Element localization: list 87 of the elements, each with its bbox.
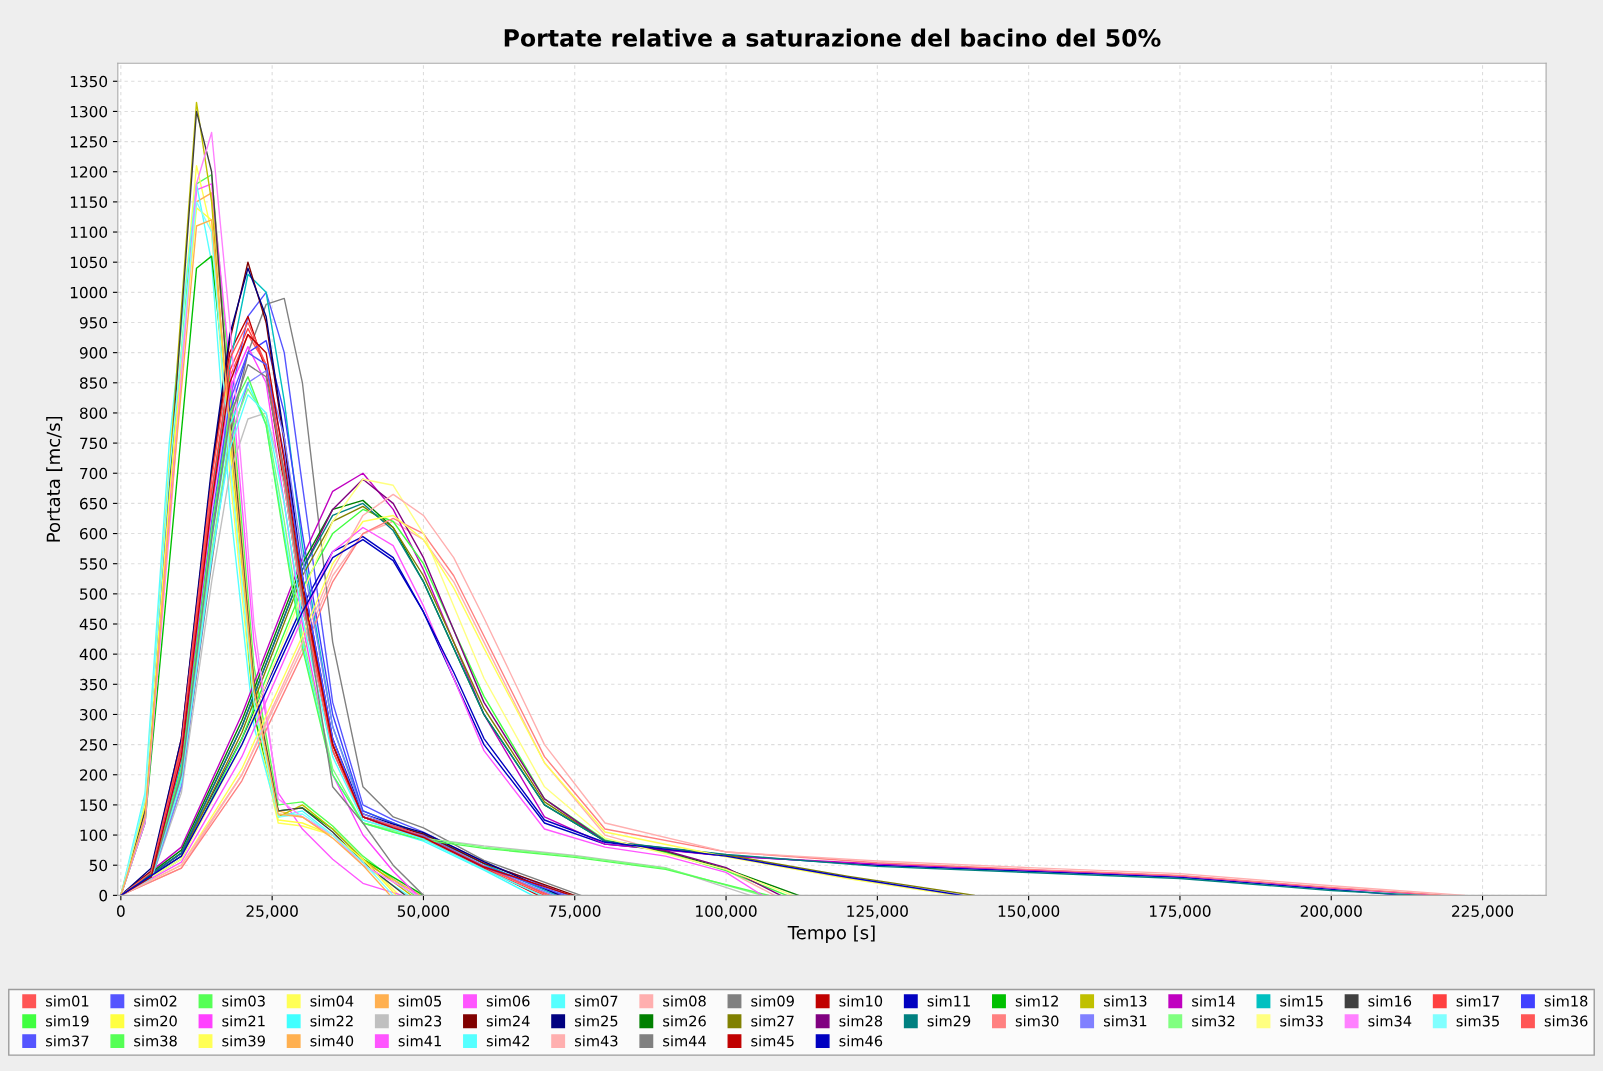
legend-label: sim09 (751, 995, 794, 1007)
y-tick-label: 900 (79, 347, 108, 359)
legend-label: sim08 (663, 995, 706, 1007)
x-tick-label: 225,000 (1452, 905, 1514, 919)
y-tick-label: 1050 (70, 256, 108, 269)
x-tick-label: 75,000 (549, 905, 601, 919)
legend-label: sim25 (575, 1015, 618, 1027)
y-axis-title: Portata [mc/s] (46, 416, 63, 542)
y-tick-label: 100 (80, 829, 108, 842)
y-tick-label: 950 (79, 316, 108, 329)
x-tick-label: 150,000 (998, 905, 1060, 919)
y-tick-label: 1100 (70, 226, 108, 239)
legend-label: sim06 (486, 995, 530, 1007)
x-tick-label: 200,000 (1300, 905, 1362, 919)
legend-label: sim10 (839, 995, 883, 1007)
y-tick-label: 850 (79, 377, 108, 389)
legend-label: sim43 (575, 1035, 618, 1047)
legend-label: sim07 (575, 995, 618, 1007)
legend-label: sim03 (222, 995, 265, 1007)
legend-label: sim15 (1280, 995, 1323, 1007)
legend-label: sim41 (398, 1035, 441, 1047)
legend-label: sim20 (134, 1015, 177, 1027)
y-tick-label: 550 (80, 558, 108, 570)
legend-label: sim33 (1280, 1015, 1323, 1027)
legend-label: sim38 (134, 1035, 177, 1047)
x-tick-label: 50,000 (397, 905, 450, 919)
x-tick-label: 25,000 (246, 905, 298, 919)
y-tick-label: 1150 (70, 196, 108, 208)
legend-label: sim37 (46, 1035, 89, 1047)
legend-label: sim39 (222, 1035, 265, 1047)
y-tick-label: 650 (80, 497, 108, 510)
y-tick-label: 200 (80, 769, 108, 781)
legend-label: sim46 (839, 1035, 883, 1047)
legend-label: sim11 (927, 995, 970, 1007)
y-tick-label: 500 (80, 588, 108, 600)
legend-label: sim27 (751, 1015, 794, 1027)
legend-label: sim29 (927, 1015, 971, 1027)
y-tick-label: 1000 (70, 286, 108, 299)
x-tick-label: 125,000 (847, 905, 908, 919)
legend-label: sim36 (1544, 1015, 1588, 1027)
legend-label: sim31 (1103, 1015, 1147, 1027)
legend-label: sim19 (46, 1015, 89, 1027)
legend-label: sim05 (398, 995, 442, 1007)
legend-label: sim16 (1368, 995, 1412, 1007)
legend-label: sim14 (1192, 995, 1235, 1007)
legend-label: sim35 (1456, 1015, 1499, 1027)
y-tick-label: 0 (99, 889, 108, 902)
legend-label: sim12 (1015, 995, 1058, 1007)
y-tick-label: 1200 (70, 166, 108, 178)
y-tick-label: 50 (89, 859, 108, 872)
y-tick-label: 1350 (70, 75, 108, 88)
x-axis-title: Tempo [s] (787, 925, 875, 943)
y-tick-label: 1250 (70, 136, 108, 148)
legend-label: sim01 (46, 995, 89, 1007)
legend-label: sim02 (134, 995, 177, 1007)
legend-label: sim40 (310, 1035, 354, 1047)
legend-label: sim28 (839, 1015, 883, 1027)
legend-label: sim23 (398, 1015, 442, 1027)
legend-label: sim26 (663, 1015, 706, 1027)
y-tick-label: 150 (80, 799, 108, 811)
y-tick-label: 350 (80, 678, 108, 691)
y-tick-label: 750 (80, 437, 108, 450)
legend-label: sim32 (1192, 1015, 1235, 1027)
y-tick-label: 800 (79, 407, 108, 419)
legend-label: sim18 (1544, 995, 1588, 1007)
legend-label: sim30 (1015, 1015, 1059, 1027)
y-tick-label: 300 (80, 708, 108, 721)
legend-label: sim13 (1103, 995, 1147, 1007)
y-tick-label: 250 (80, 739, 108, 751)
x-tick-label: 0 (116, 905, 125, 917)
y-tick-label: 400 (79, 648, 108, 661)
legend-label: sim45 (751, 1035, 794, 1047)
legend-label: sim34 (1368, 1015, 1412, 1027)
legend-label: sim21 (222, 1015, 265, 1027)
legend-label: sim24 (486, 1015, 530, 1027)
y-tick-label: 600 (80, 528, 108, 540)
chart-title: Portate relative a saturazione del bacino del 50% (504, 28, 1161, 47)
y-tick-label: 1300 (70, 105, 108, 118)
x-tick-label: 100,000 (696, 905, 757, 919)
x-tick-label: 175,000 (1150, 905, 1211, 919)
legend-label: sim42 (486, 1035, 529, 1047)
y-tick-label: 450 (79, 618, 108, 631)
legend-label: sim17 (1456, 995, 1499, 1007)
legend-label: sim22 (310, 1015, 353, 1027)
legend-label: sim44 (663, 1035, 706, 1047)
legend-label: sim04 (310, 995, 354, 1007)
y-tick-label: 700 (80, 467, 108, 480)
